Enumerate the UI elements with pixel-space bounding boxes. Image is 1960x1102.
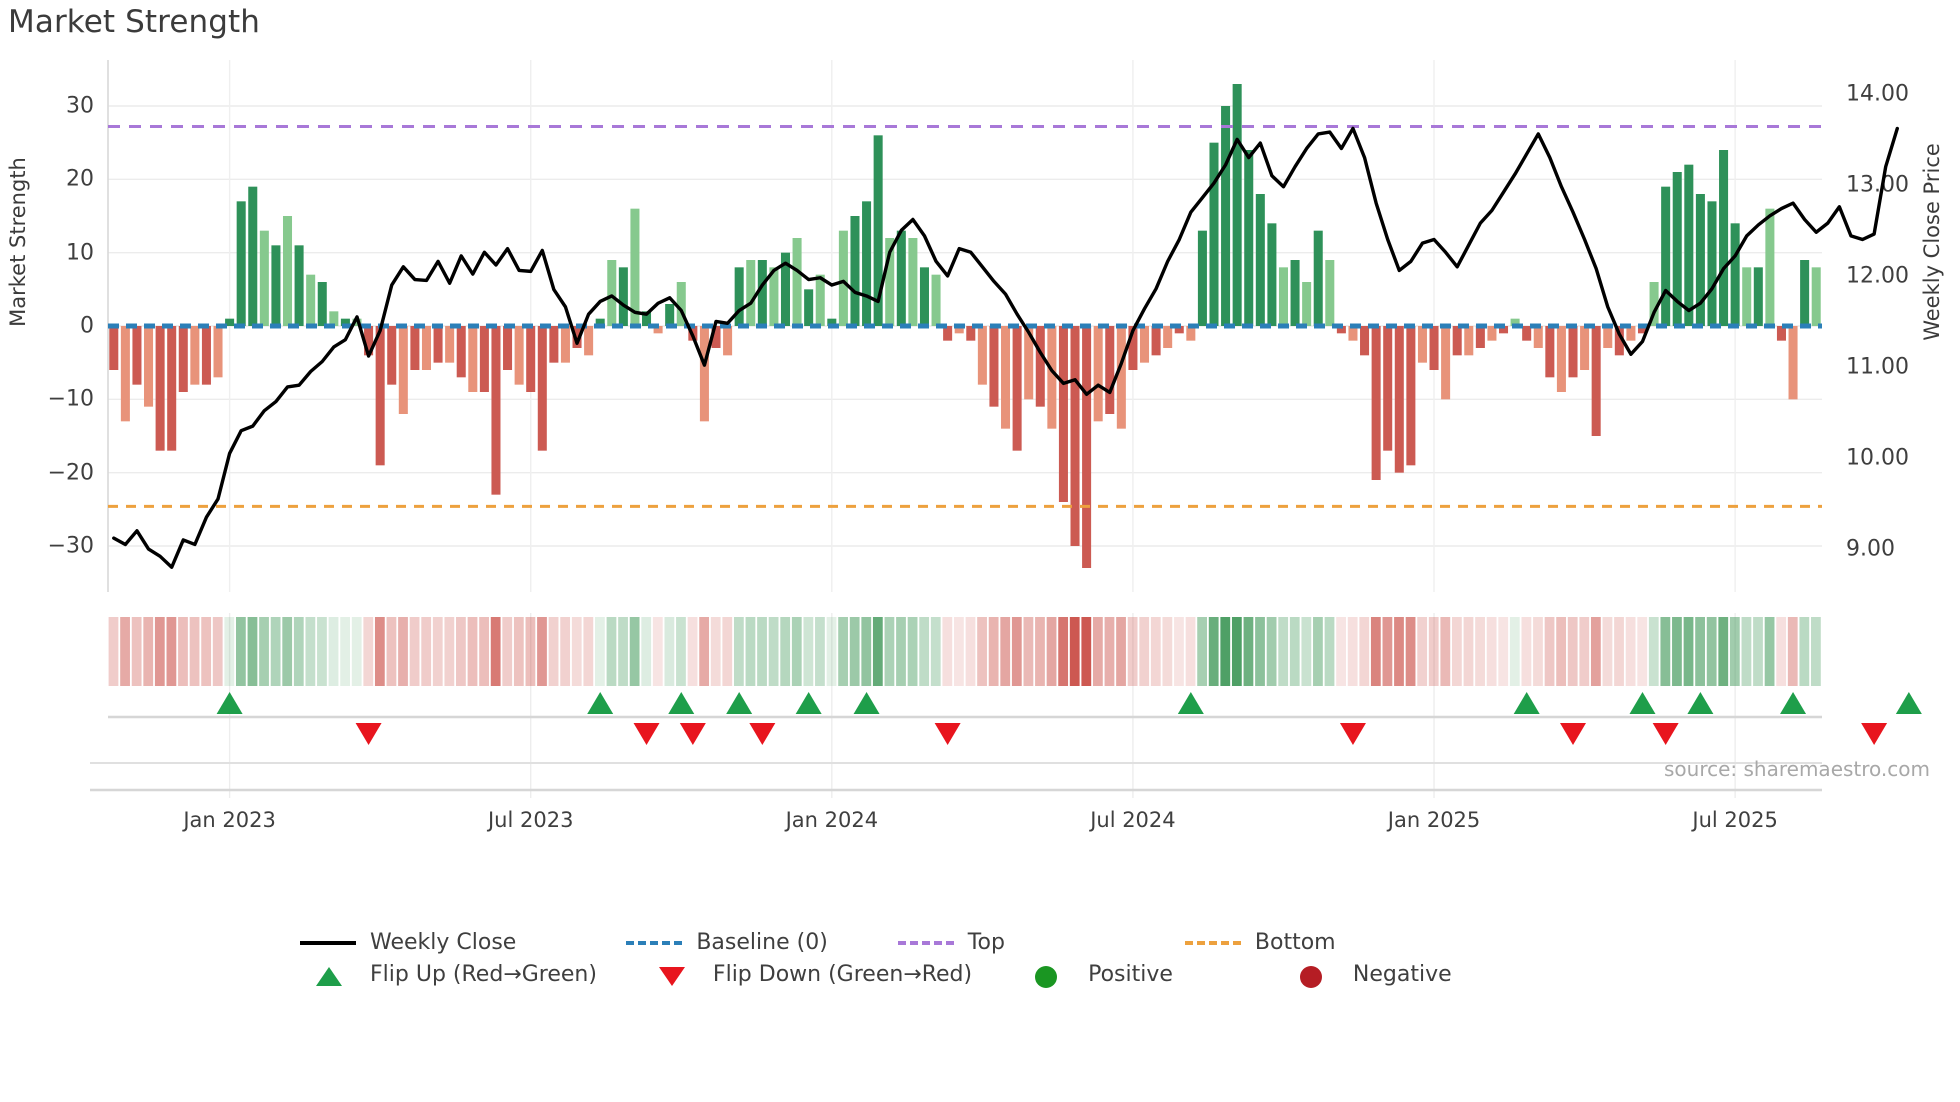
dashed-line-swatch-icon <box>626 932 683 954</box>
y-axis-left-tick: 20 <box>66 166 94 192</box>
circle-marker-icon <box>1283 964 1339 988</box>
legend-label: Flip Up (Red→Green) <box>370 962 597 987</box>
line-swatch-icon <box>300 932 356 954</box>
legend-item[interactable]: Baseline (0) <box>626 930 828 955</box>
circle-marker-icon <box>1018 964 1074 988</box>
y-axis-right-tick: 9.00 <box>1846 536 1895 562</box>
y-axis-right-tick: 13.00 <box>1846 172 1909 198</box>
legend-item[interactable]: Positive <box>1018 962 1173 988</box>
x-axis-tick: Jan 2025 <box>1387 808 1481 832</box>
y-axis-left-tick: 10 <box>66 240 94 266</box>
y-axis-right-tick: 12.00 <box>1846 263 1909 289</box>
legend-row-secondary: Flip Up (Red→Green) Flip Down (Green→Red)… <box>300 962 1452 988</box>
y-axis-right-tick: 11.00 <box>1846 354 1909 380</box>
source-credit: source: sharemaestro.com <box>1664 757 1930 781</box>
y-axis-left-tick: −20 <box>47 460 94 486</box>
legend-label: Top <box>967 930 1005 955</box>
legend-label: Baseline (0) <box>696 930 828 955</box>
legend-item[interactable]: Bottom <box>1184 930 1336 955</box>
legend-item[interactable]: Flip Up (Red→Green) <box>300 962 597 987</box>
dashed-line-swatch-icon <box>897 932 954 954</box>
legend-label: Weekly Close <box>370 930 517 955</box>
x-axis-tick: Jul 2025 <box>1692 808 1778 832</box>
y-axis-left-tick: −30 <box>47 533 94 559</box>
x-axis-tick: Jan 2023 <box>183 808 276 832</box>
legend-item[interactable]: Flip Down (Green→Red) <box>643 962 972 987</box>
y-axis-left-tick: 30 <box>66 93 94 119</box>
y-axis-left-tick: 0 <box>80 313 94 339</box>
legend-row-primary: Weekly Close Baseline (0) Top Bottom <box>300 930 1336 955</box>
legend-item[interactable]: Top <box>897 930 1005 955</box>
legend-label: Flip Down (Green→Red) <box>712 962 973 987</box>
legend-label: Negative <box>1352 962 1452 987</box>
dashed-line-swatch-icon <box>1184 932 1241 954</box>
triangle-down-icon <box>643 964 699 986</box>
y-axis-right-tick: 10.00 <box>1846 445 1909 471</box>
x-axis-tick: Jul 2023 <box>487 808 574 832</box>
plot-area <box>90 60 1922 798</box>
legend-label: Bottom <box>1254 930 1336 955</box>
legend-item[interactable]: Negative <box>1283 962 1452 988</box>
legend-label: Positive <box>1088 962 1173 987</box>
x-axis-tick: Jul 2024 <box>1090 808 1176 832</box>
x-axis-tick: Jan 2024 <box>785 808 879 832</box>
page-title: Market Strength <box>8 4 261 40</box>
legend-item[interactable]: Weekly Close <box>300 930 516 955</box>
triangle-up-icon <box>300 964 356 986</box>
y-axis-left-tick: −10 <box>47 386 94 412</box>
y-axis-right-tick: 14.00 <box>1846 81 1909 107</box>
